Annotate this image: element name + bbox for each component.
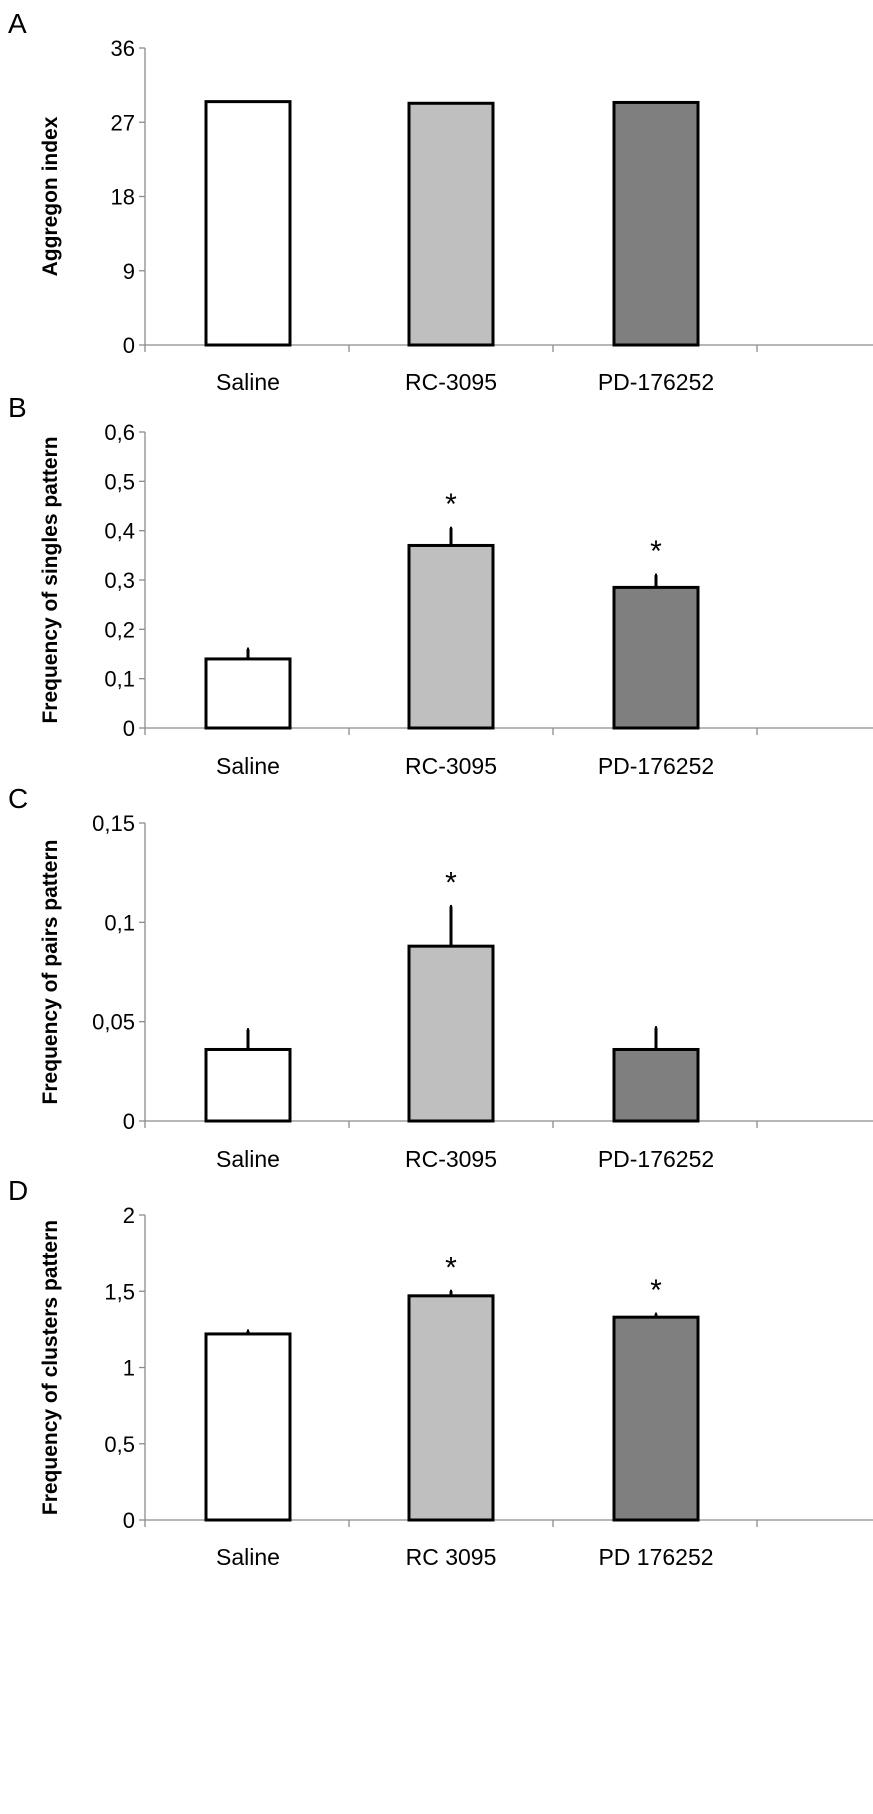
bar-rc-3095: [407, 101, 495, 347]
significance-marker: *: [650, 535, 662, 568]
y-tick-label: 2: [123, 1203, 135, 1228]
bar-pd-176252: [612, 1047, 700, 1123]
y-tick-label: 0,5: [104, 1432, 135, 1457]
y-axis-title: Frequency of clusters pattern: [39, 1220, 62, 1515]
panel-letter-D: D: [8, 1175, 28, 1206]
y-tick-label: 0,15: [92, 811, 135, 836]
bar-saline: [204, 657, 292, 730]
significance-marker: *: [650, 1274, 662, 1307]
y-tick-label: 0,1: [104, 667, 135, 692]
panel-letter-A: A: [8, 8, 27, 39]
x-category-label: Saline: [216, 369, 280, 395]
x-category-label: PD-176252: [598, 753, 714, 779]
y-tick-label: 0,2: [104, 617, 135, 642]
bar-rc-3095: [407, 543, 495, 730]
significance-marker: *: [445, 866, 457, 899]
bar-saline: [204, 1047, 292, 1123]
y-tick-label: 0,6: [104, 420, 135, 445]
bar-saline: [204, 100, 292, 347]
y-tick-label: 0: [123, 1109, 135, 1134]
bar-pd-176252: [612, 1315, 700, 1522]
y-tick-label: 27: [111, 110, 135, 135]
bar-saline: [204, 1332, 292, 1522]
panel-letter-C: C: [8, 783, 28, 814]
panel-letter-B: B: [8, 392, 27, 423]
y-tick-label: 0,05: [92, 1010, 135, 1035]
x-category-label: PD-176252: [598, 1146, 714, 1172]
x-category-label: RC-3095: [405, 369, 497, 395]
y-axis-title: Aggregon index: [39, 116, 62, 276]
bar-pd-176252: [612, 585, 700, 730]
x-category-label: Saline: [216, 753, 280, 779]
y-tick-label: 0,1: [104, 910, 135, 935]
significance-marker: *: [445, 1251, 457, 1284]
y-tick-label: 0,3: [104, 568, 135, 593]
y-tick-label: 9: [123, 259, 135, 284]
bar-pd-176252: [612, 100, 700, 347]
y-tick-label: 18: [111, 185, 135, 210]
bar-rc-3095: [407, 944, 495, 1123]
significance-marker: *: [445, 488, 457, 521]
x-category-label: Saline: [216, 1146, 280, 1172]
x-category-label: Saline: [216, 1544, 280, 1570]
bar-rc-3095: [407, 1294, 495, 1522]
x-category-label: RC 3095: [406, 1544, 497, 1570]
y-tick-label: 0: [123, 333, 135, 358]
x-category-label: PD 176252: [598, 1544, 713, 1570]
y-axis-title: Frequency of singles pattern: [39, 436, 62, 723]
x-category-label: RC-3095: [405, 753, 497, 779]
y-tick-label: 36: [111, 36, 135, 61]
y-tick-label: 1: [123, 1356, 135, 1381]
x-category-label: RC-3095: [405, 1146, 497, 1172]
x-category-label: PD-176252: [598, 369, 714, 395]
y-tick-label: 0: [123, 1508, 135, 1533]
y-tick-label: 0,5: [104, 469, 135, 494]
y-tick-label: 0: [123, 716, 135, 741]
y-axis-title: Frequency of pairs pattern: [39, 840, 62, 1105]
y-tick-label: 1,5: [104, 1279, 135, 1304]
y-tick-label: 0,4: [104, 519, 135, 544]
